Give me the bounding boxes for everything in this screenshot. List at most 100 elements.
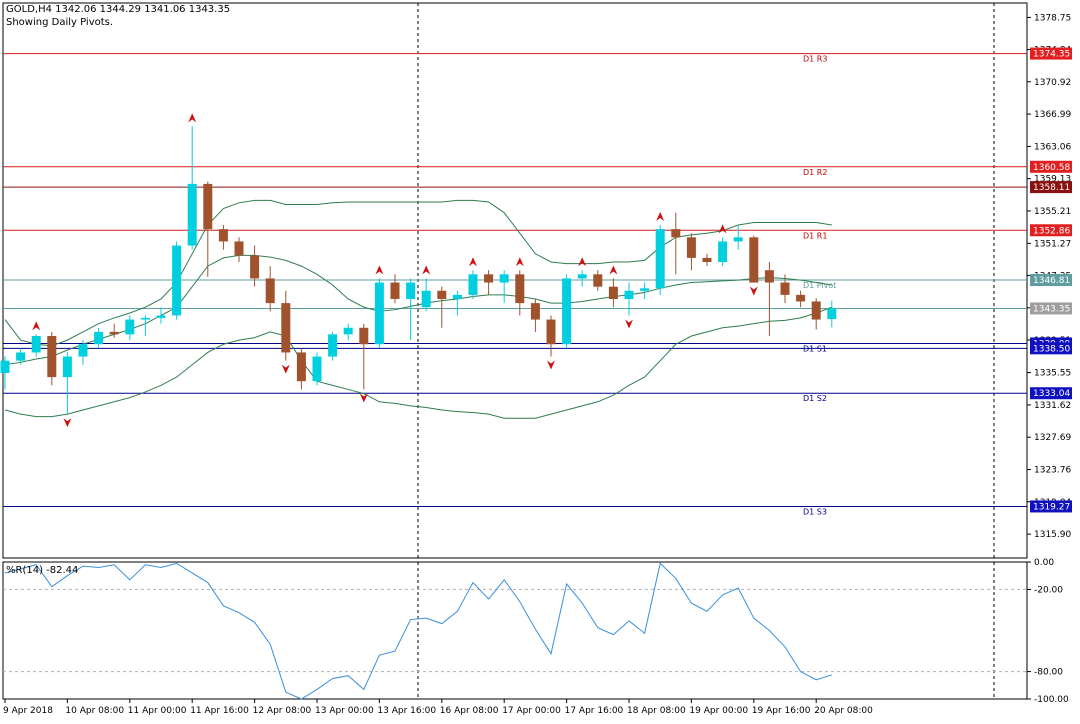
pivot-price-box xyxy=(1030,181,1072,194)
time-axis-label: 12 Apr 08:00 xyxy=(253,706,312,716)
candle-body xyxy=(281,303,291,353)
pivot-price-box xyxy=(1030,224,1072,237)
oscillator-frame xyxy=(2,561,1028,700)
pivot-price-box xyxy=(1030,387,1072,400)
pivot-name-label: D1 Pivot xyxy=(803,281,836,290)
time-axis-label: 11 Apr 00:00 xyxy=(128,706,187,716)
time-axis-label: 11 Apr 16:00 xyxy=(190,706,249,716)
candle-body xyxy=(62,356,72,378)
oscillator-axis-label: -100.00 xyxy=(1034,695,1069,705)
candle-body xyxy=(296,352,306,382)
candle-body xyxy=(577,274,587,279)
pivot-name-label: D1 S3 xyxy=(803,507,827,516)
time-axis-label: 20 Apr 08:00 xyxy=(814,706,873,716)
candle-body xyxy=(437,290,447,299)
candle-body xyxy=(686,237,696,258)
candle-body xyxy=(484,274,494,283)
candle-body xyxy=(468,274,478,295)
candle-body xyxy=(218,229,228,242)
fractal-down-arrow xyxy=(625,319,633,329)
fractal-up-arrow xyxy=(515,257,524,267)
oscillator-axis-label: 0.00 xyxy=(1034,558,1054,568)
time-axis-label: 13 Apr 00:00 xyxy=(315,706,374,716)
pivot-price-box xyxy=(1030,342,1072,355)
fractal-up-arrow xyxy=(578,257,587,267)
candle-body xyxy=(187,183,197,246)
candle-body xyxy=(172,245,182,316)
candle-body xyxy=(733,237,743,242)
fractal-up-arrow xyxy=(188,113,197,123)
pivot-price-label: 1343.35 xyxy=(1033,304,1070,314)
candle-body xyxy=(31,336,41,353)
candle-body xyxy=(624,290,634,299)
candle-body xyxy=(343,327,353,335)
candle-body xyxy=(593,274,603,287)
candle-body xyxy=(546,319,556,345)
candle-body xyxy=(702,257,712,262)
pivot-name-label: D1 R3 xyxy=(803,55,827,64)
time-axis-label: 19 Apr 16:00 xyxy=(752,706,811,716)
candle-body xyxy=(421,290,431,308)
price-axis-label: 1315.90 xyxy=(1034,530,1071,540)
price-axis-label: 1363.06 xyxy=(1034,142,1071,152)
time-axis-label: 10 Apr 08:00 xyxy=(65,706,124,716)
oscillator-title: %R(14) -82.44 xyxy=(6,565,78,576)
fractal-up-arrow xyxy=(32,321,41,331)
price-axis-label: 1323.76 xyxy=(1034,466,1071,476)
fractal-down-arrow xyxy=(547,360,555,370)
fractal-up-arrow xyxy=(422,265,431,275)
pivot-price-label: 1346.81 xyxy=(1033,276,1070,286)
oscillator-axis-label: -80.00 xyxy=(1034,668,1063,678)
pivot-price-box xyxy=(1030,500,1072,513)
candle-body xyxy=(156,315,166,318)
pivot-price-label: 1319.27 xyxy=(1033,502,1070,512)
price-axis-label: 1327.69 xyxy=(1034,433,1071,443)
candle-body xyxy=(16,352,26,361)
candle-body xyxy=(499,274,509,283)
candle-body xyxy=(406,282,416,299)
candle-body xyxy=(655,229,665,289)
pivot-price-label: 1358.11 xyxy=(1033,183,1070,193)
fractal-down-arrow xyxy=(281,364,290,374)
candle-body xyxy=(671,229,681,238)
pivots-note: Showing Daily Pivots. xyxy=(6,17,114,28)
price-axis-label: 1331.62 xyxy=(1034,401,1071,411)
time-axis-label: 18 Apr 08:00 xyxy=(627,706,686,716)
pivot-name-label: D1 S1 xyxy=(803,344,827,353)
fractal-up-arrow xyxy=(656,212,665,221)
price-axis-label: 1335.55 xyxy=(1034,369,1071,379)
price-axis-label: 1355.21 xyxy=(1034,207,1071,217)
candle-body xyxy=(328,334,338,357)
candle-body xyxy=(764,270,774,283)
candle-body xyxy=(530,303,540,320)
candle-body xyxy=(749,237,759,283)
fractal-down-arrow xyxy=(359,393,368,403)
pivot-price-label: 1338.50 xyxy=(1033,344,1070,354)
candle-body xyxy=(390,282,400,299)
candle-body xyxy=(562,278,572,345)
candle-body xyxy=(94,331,104,345)
pivot-price-box xyxy=(1030,47,1072,60)
price-axis-label: 1351.27 xyxy=(1034,239,1071,249)
fractal-down-arrow xyxy=(63,418,72,428)
candle-body xyxy=(78,344,88,357)
time-axis-label: 9 Apr 2018 xyxy=(3,706,53,716)
candle-body xyxy=(374,282,384,345)
candle-body xyxy=(234,241,244,256)
candle-body xyxy=(640,288,650,291)
fractal-up-arrow xyxy=(609,265,618,275)
bollinger-lower-band xyxy=(4,306,832,419)
fractal-down-arrow xyxy=(749,286,758,296)
candle-body xyxy=(140,317,150,320)
fractal-up-arrow xyxy=(469,257,477,267)
oscillator-axis-label: -20.00 xyxy=(1034,585,1063,595)
candle-body xyxy=(359,327,369,345)
pivot-name-label: D1 R2 xyxy=(803,168,827,177)
candle-body xyxy=(452,294,462,299)
candle-body xyxy=(827,308,837,320)
fractal-up-arrow xyxy=(718,224,727,234)
price-axis-label: 1378.75 xyxy=(1034,13,1071,23)
time-axis-label: 17 Apr 00:00 xyxy=(502,706,561,716)
pivot-price-box xyxy=(1030,160,1072,173)
